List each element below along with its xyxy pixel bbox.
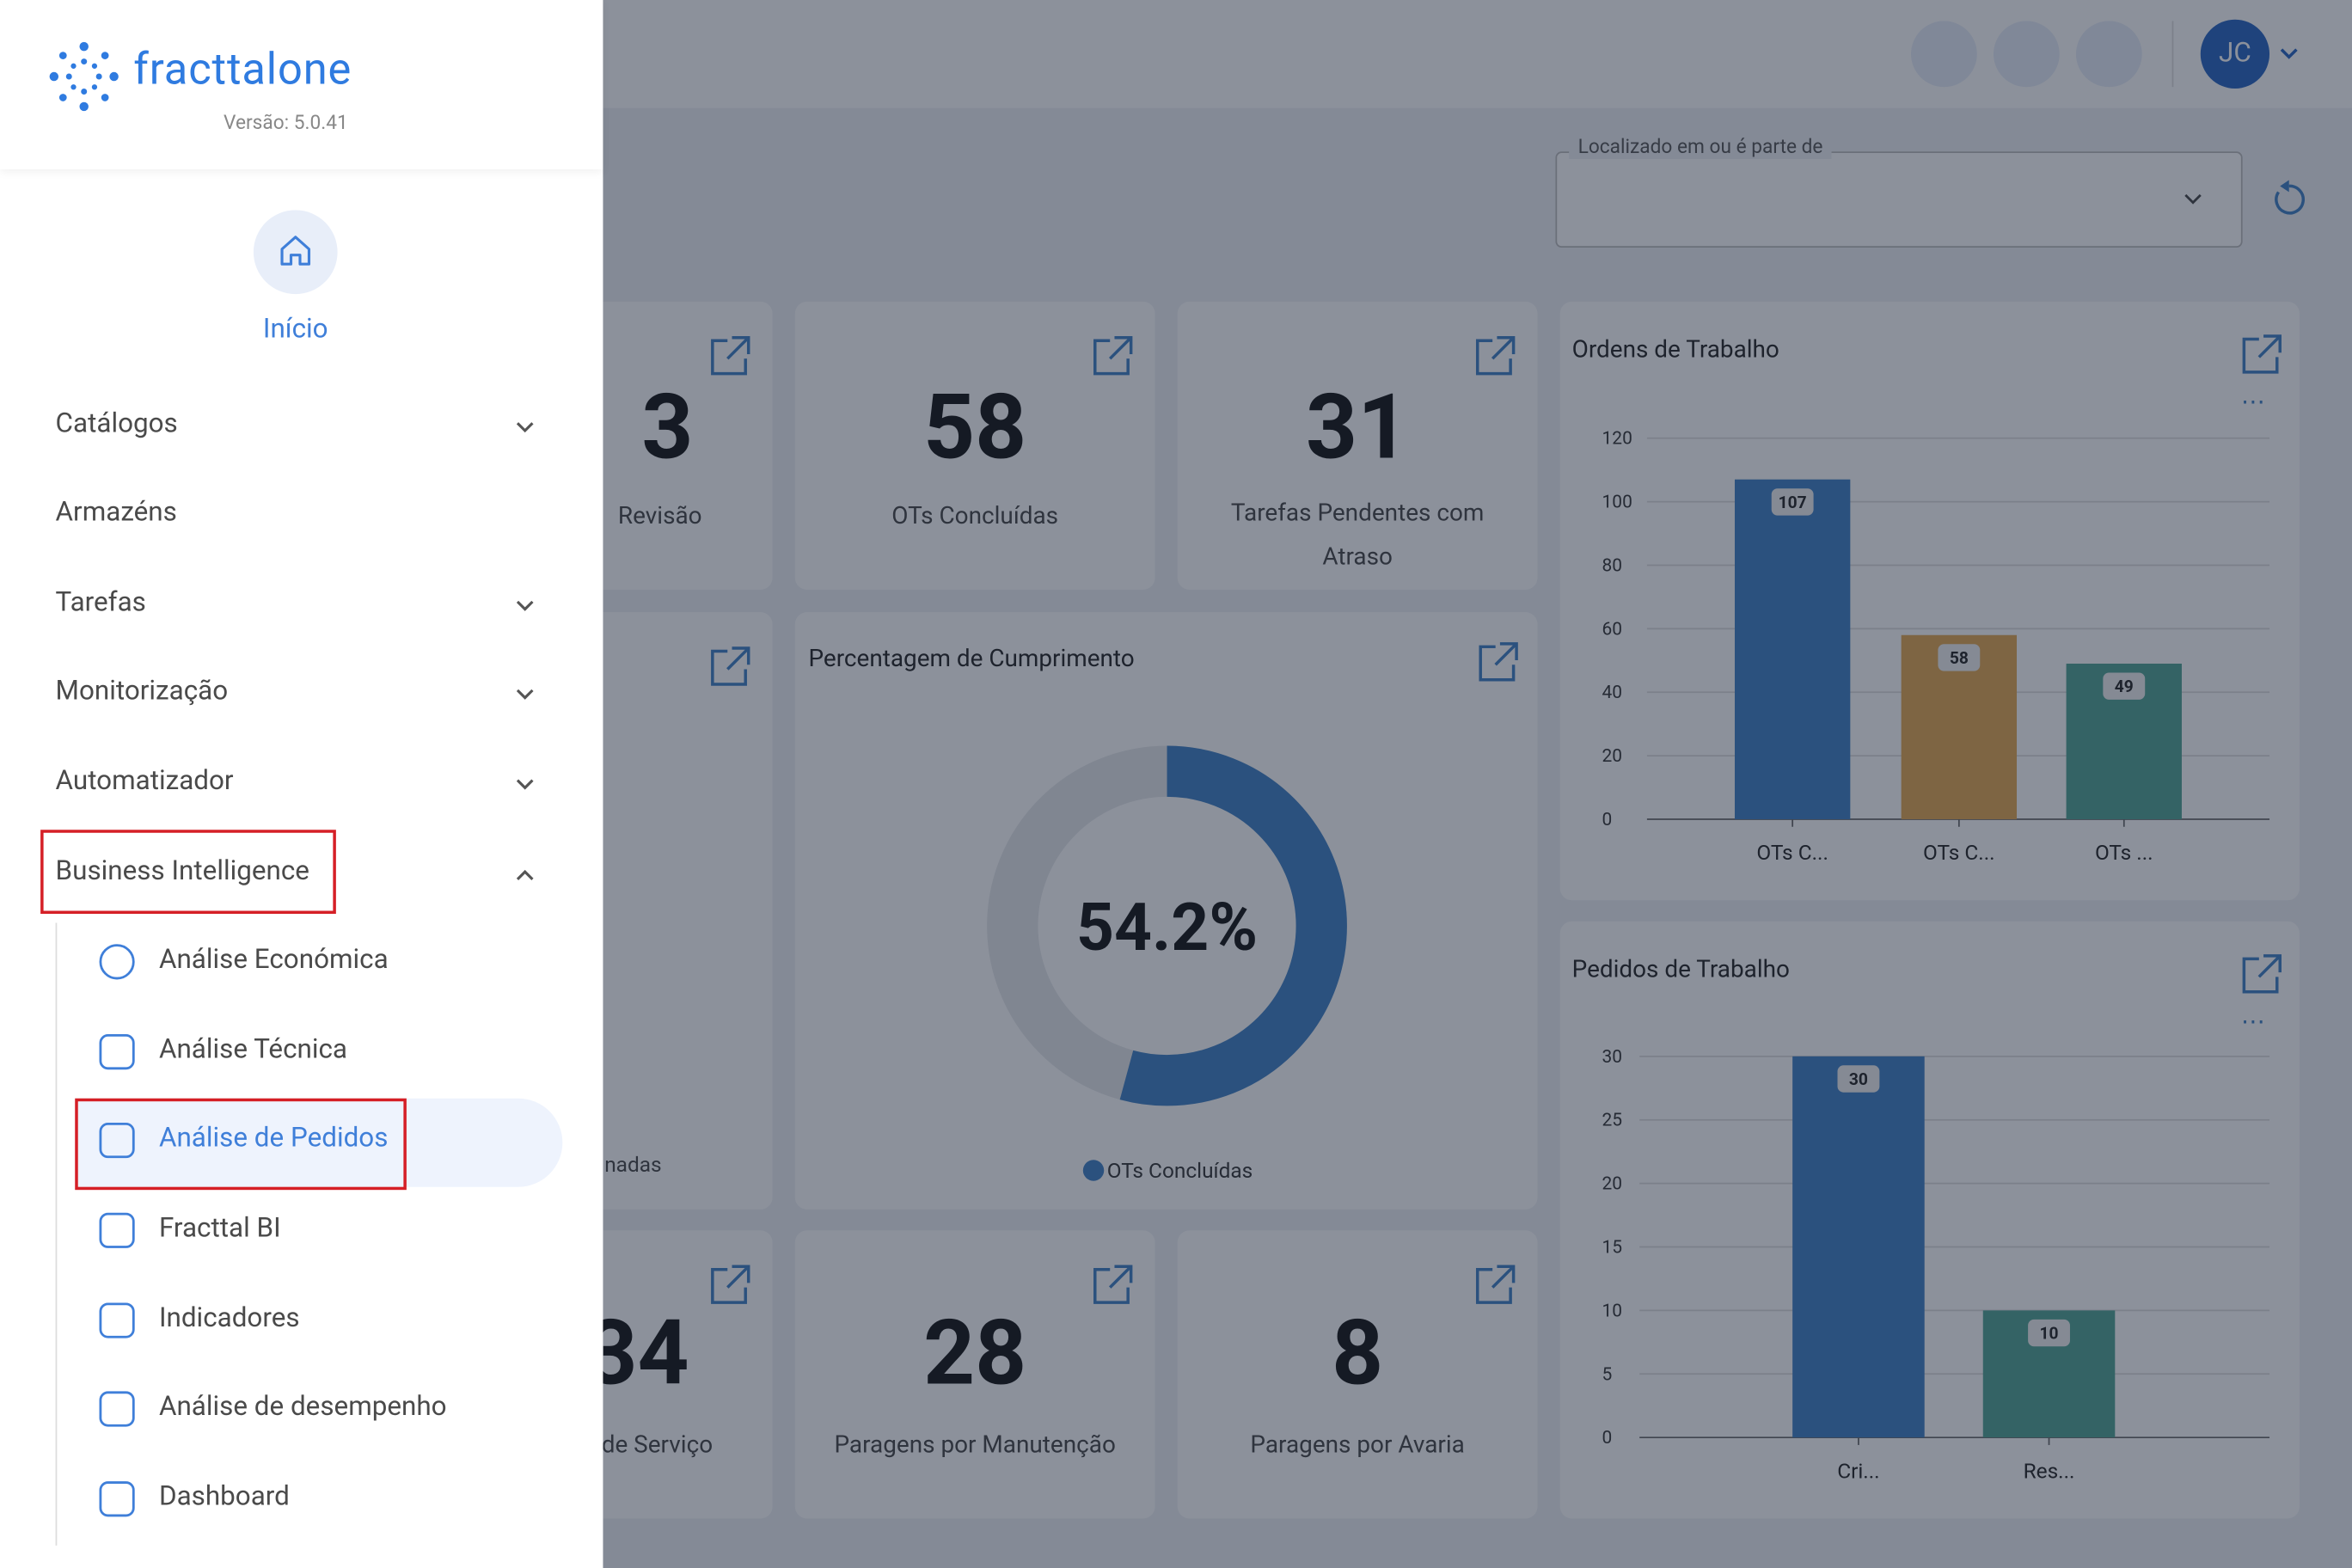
selected-background [75,1098,563,1187]
menu-item[interactable]: Catálogos [55,407,178,440]
chevron [516,422,534,433]
chevron-path [516,869,534,880]
chevron [516,689,534,700]
highlight-box [75,1098,407,1191]
sidebar-header: fracttalone Versão: 5.0.41 [0,0,603,169]
chevron [516,779,534,790]
home-button[interactable] [253,210,338,295]
logo-icon [49,41,119,112]
icon-shape [99,1033,135,1070]
version: Versão: 5.0.41 [223,112,348,136]
submenu-item[interactable]: Fracttal BI [158,1212,281,1245]
submenu-item[interactable]: Análise Técnica [158,1033,348,1066]
submenu-item[interactable]: Análise de desempenho [158,1391,447,1423]
submenu-icon [99,1302,135,1338]
chevron-path [516,779,534,790]
chevron-path [516,422,534,433]
submenu-item[interactable]: Dashboard [158,1480,290,1513]
menu-item[interactable]: Monitorização [55,675,229,707]
icon-shape [99,1212,135,1248]
home-icon [280,236,311,266]
chevron [516,600,534,611]
chevron-path [516,689,534,700]
submenu-icon [99,1481,135,1517]
submenu-icon [99,1391,135,1427]
icon-shape [99,944,135,980]
menu-item[interactable]: Automatizador [55,765,234,797]
logo-text: fracttalone [133,45,352,96]
submenu-item[interactable]: Análise Económica [158,943,389,976]
icon-shape [99,1122,135,1159]
chevron-path [516,600,534,611]
menu-item[interactable]: Armazéns [55,496,177,529]
submenu-line [55,922,58,1546]
icon-shape [99,1391,135,1427]
sidebar: fracttalone Versão: 5.0.41 Início Catálo… [0,0,603,1568]
submenu-item[interactable]: Análise de Pedidos [158,1122,389,1155]
home-label[interactable]: Início [262,313,328,346]
submenu-icon [99,1122,135,1159]
icon-shape [99,1481,135,1517]
icon-shape [99,1302,135,1338]
submenu-item[interactable]: Indicadores [158,1302,300,1334]
menu-item[interactable]: Tarefas [55,586,146,619]
chevron [516,869,534,880]
highlight-box [40,830,336,915]
menu-item[interactable]: Business Intelligence [55,854,309,887]
submenu-icon [99,944,135,980]
submenu-icon [99,1212,135,1248]
submenu-icon [99,1033,135,1070]
